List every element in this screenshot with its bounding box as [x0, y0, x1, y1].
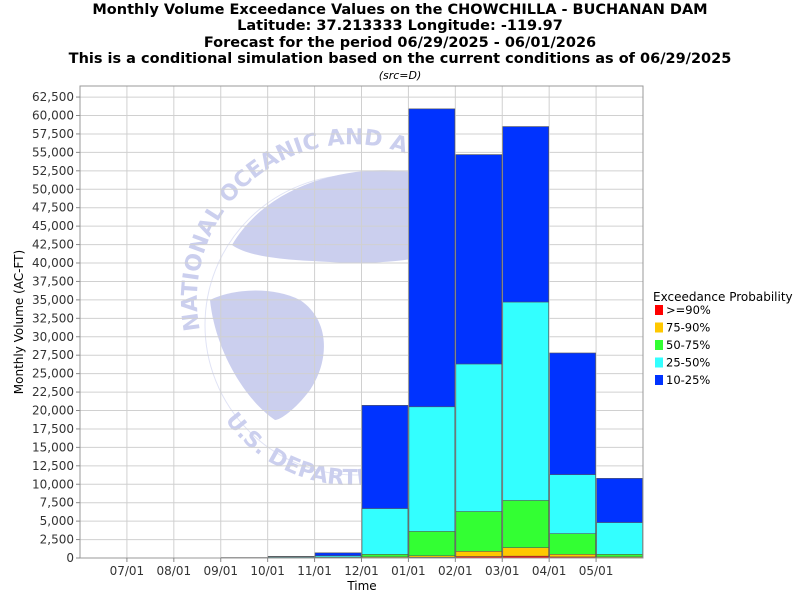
legend-label: 50-75%	[666, 338, 710, 352]
x-tick-label: 03/01	[485, 564, 520, 578]
y-tick-label: 10,000	[32, 477, 74, 491]
y-tick-label: 2,500	[40, 533, 74, 547]
x-tick-label: 02/01	[438, 564, 473, 578]
legend-swatch	[655, 340, 663, 350]
legend-title: Exceedance Probability	[653, 290, 793, 304]
bar-p25_50-6	[361, 508, 409, 559]
y-tick-label: 22,500	[32, 385, 74, 399]
x-tick-label: 11/01	[297, 564, 332, 578]
legend-label: 10-25%	[666, 373, 710, 387]
title-line-2: Latitude: 37.213333 Longitude: -119.97	[237, 18, 563, 34]
x-axis: 07/01 08/01 09/01 10/01 11/01 12/01 01/01 02/01…	[110, 558, 614, 578]
y-tick-label: 15,000	[32, 440, 74, 454]
x-tick-label: 01/01	[391, 564, 426, 578]
bar-p50_75-8	[455, 511, 503, 559]
y-tick-label: 47,500	[32, 201, 74, 215]
legend-swatch	[655, 305, 663, 315]
y-tick-label: 60,000	[32, 109, 74, 123]
y-tick-label: 40,000	[32, 256, 74, 270]
x-tick-label: 12/01	[344, 564, 379, 578]
x-tick-label: 10/01	[250, 564, 285, 578]
y-tick-label: 20,000	[32, 404, 74, 418]
y-tick-label: 12,500	[32, 459, 74, 473]
legend-label: >=90%	[666, 303, 711, 317]
x-tick-label: 04/01	[532, 564, 567, 578]
bars	[220, 108, 643, 559]
legend-label: 75-90%	[666, 321, 710, 335]
y-tick-label: 35,000	[32, 293, 74, 307]
legend-swatch	[655, 375, 663, 385]
x-tick-label: 07/01	[110, 564, 145, 578]
bar-p25_50-11	[596, 522, 643, 559]
watermark-logo-text: NOAA	[320, 231, 391, 256]
x-tick-label: 09/01	[203, 564, 238, 578]
y-tick-label: 45,000	[32, 219, 74, 233]
title-line-4: This is a conditional simulation based o…	[69, 51, 732, 67]
legend-swatch	[655, 322, 663, 333]
legend: Exceedance Probability >=90% 75-90% 50-75%…	[653, 290, 793, 387]
legend-swatch	[655, 357, 663, 368]
y-tick-label: 52,500	[32, 164, 74, 178]
y-tick-label: 5,000	[40, 514, 74, 528]
y-tick-label: 37,500	[32, 274, 74, 288]
y-tick-label: 27,500	[32, 348, 74, 362]
y-tick-label: 25,000	[32, 367, 74, 381]
title-line-1: Monthly Volume Exceedance Values on the …	[92, 2, 707, 18]
y-tick-label: 62,500	[32, 90, 74, 104]
bar-p50_75-10	[549, 533, 596, 559]
y-tick-label: 42,500	[32, 238, 74, 252]
x-axis-label: Time	[346, 579, 376, 593]
title-line-3: Forecast for the period 06/29/2025 - 06/…	[204, 35, 596, 51]
legend-label: 25-50%	[666, 356, 710, 370]
y-tick-label: 32,500	[32, 311, 74, 325]
chart-title: Monthly Volume Exceedance Values on the …	[69, 2, 732, 82]
y-tick-label: 57,500	[32, 127, 74, 141]
y-axis-label: Monthly Volume (AC-FT)	[12, 250, 26, 394]
y-axis: 0 2,500 5,000 7,500 10,000 12,500 15,000 17,500…	[32, 90, 80, 565]
y-tick-label: 0	[66, 551, 74, 565]
y-tick-label: 50,000	[32, 182, 74, 196]
y-tick-label: 55,000	[32, 145, 74, 159]
x-tick-label: 08/01	[157, 564, 192, 578]
y-tick-label: 17,500	[32, 422, 74, 436]
bar-p50_75-7	[408, 531, 456, 559]
grid-lines	[80, 86, 643, 559]
chart-subtitle: (src=D)	[379, 69, 422, 82]
y-tick-label: 30,000	[32, 330, 74, 344]
y-tick-label: 7,500	[40, 496, 74, 510]
x-tick-label: 05/01	[579, 564, 614, 578]
